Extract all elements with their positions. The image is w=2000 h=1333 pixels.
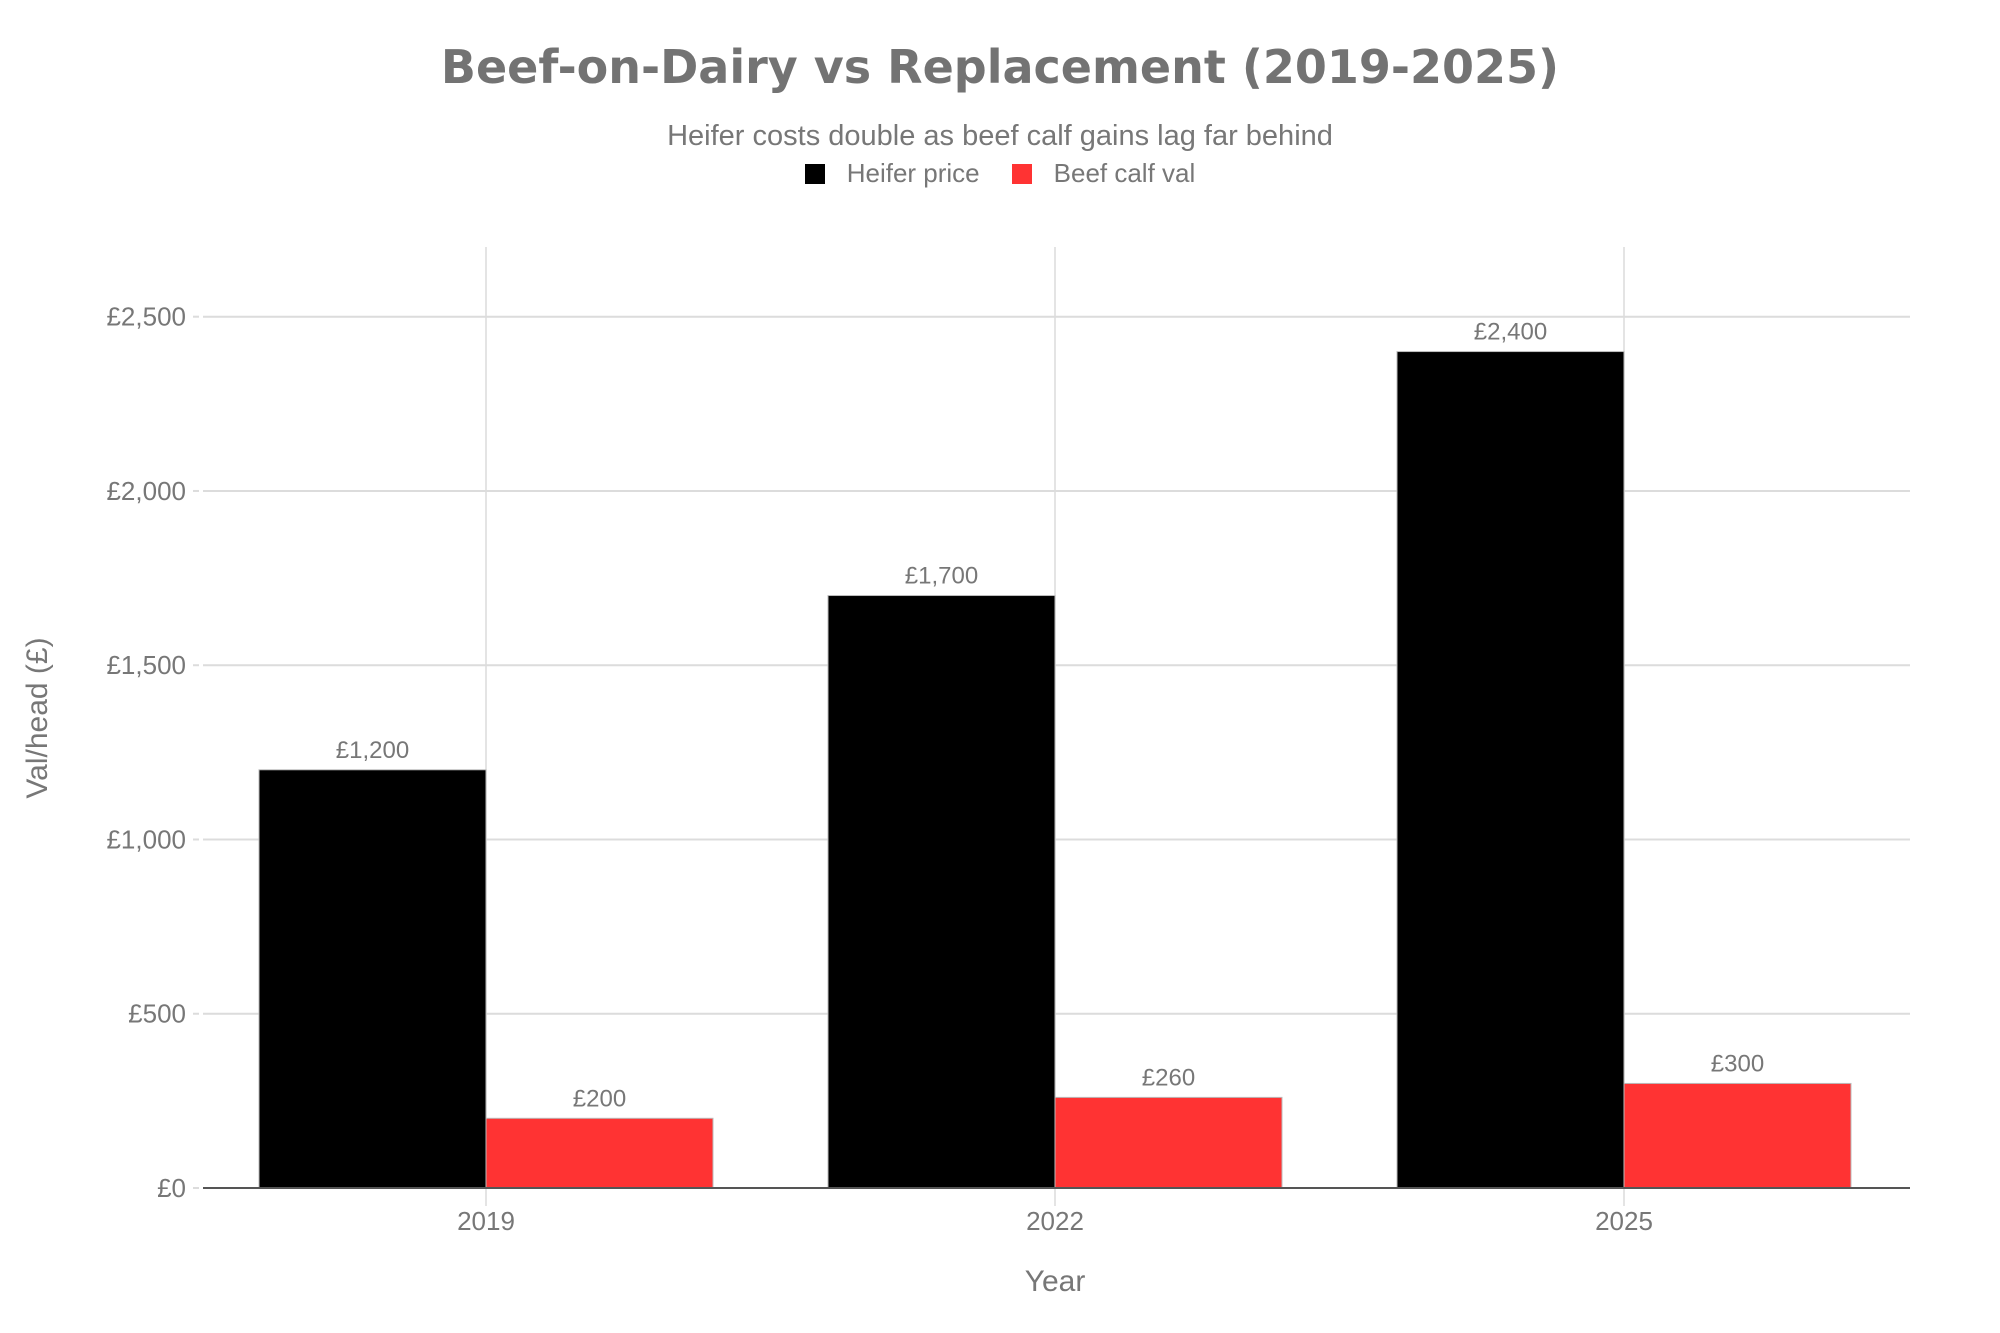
- bar-beef-calf-val: [485, 1117, 714, 1189]
- legend-label-heifer: Heifer price: [846, 158, 980, 188]
- bar-beef-calf-val: [1054, 1096, 1283, 1189]
- chart-subtitle: Heifer costs double as beef calf gains l…: [667, 120, 1333, 152]
- data-label: £260: [1142, 1064, 1195, 1091]
- bar-heifer-price: [258, 769, 487, 1189]
- legend-label-beef-calf: Beef calf val: [1053, 158, 1196, 188]
- y-tick-label: £500: [128, 999, 186, 1029]
- data-label: £1,700: [905, 563, 978, 590]
- y-tick-label: £2,000: [106, 476, 186, 506]
- y-tick-label: £2,500: [106, 302, 186, 332]
- legend-item-beef-calf[interactable]: Beef calf val: [1011, 158, 1196, 189]
- bar-beef-calf-val: [1623, 1082, 1852, 1189]
- data-label: £2,400: [1474, 319, 1547, 346]
- x-axis-title: Year: [1024, 1265, 1086, 1298]
- y-tick-label: £1,000: [106, 824, 186, 854]
- legend: Heifer price Beef calf val: [0, 158, 2000, 189]
- legend-item-heifer[interactable]: Heifer price: [804, 158, 980, 189]
- chart-title: Beef-on-Dairy vs Replacement (2019-2025): [440, 40, 1560, 94]
- x-tick-label: 2022: [1026, 1206, 1084, 1236]
- bar-heifer-price: [827, 595, 1056, 1189]
- data-label: £200: [573, 1085, 626, 1112]
- data-label: £300: [1711, 1050, 1764, 1077]
- bar-heifer-price: [1396, 351, 1625, 1189]
- legend-swatch-heifer: [804, 163, 825, 184]
- y-tick-label: £0: [157, 1173, 186, 1203]
- x-tick-label: 2019: [457, 1206, 515, 1236]
- legend-swatch-beef-calf: [1011, 163, 1032, 184]
- x-tick-label: 2025: [1595, 1206, 1653, 1236]
- y-tick-label: £1,500: [106, 650, 186, 680]
- data-label: £1,200: [336, 737, 409, 764]
